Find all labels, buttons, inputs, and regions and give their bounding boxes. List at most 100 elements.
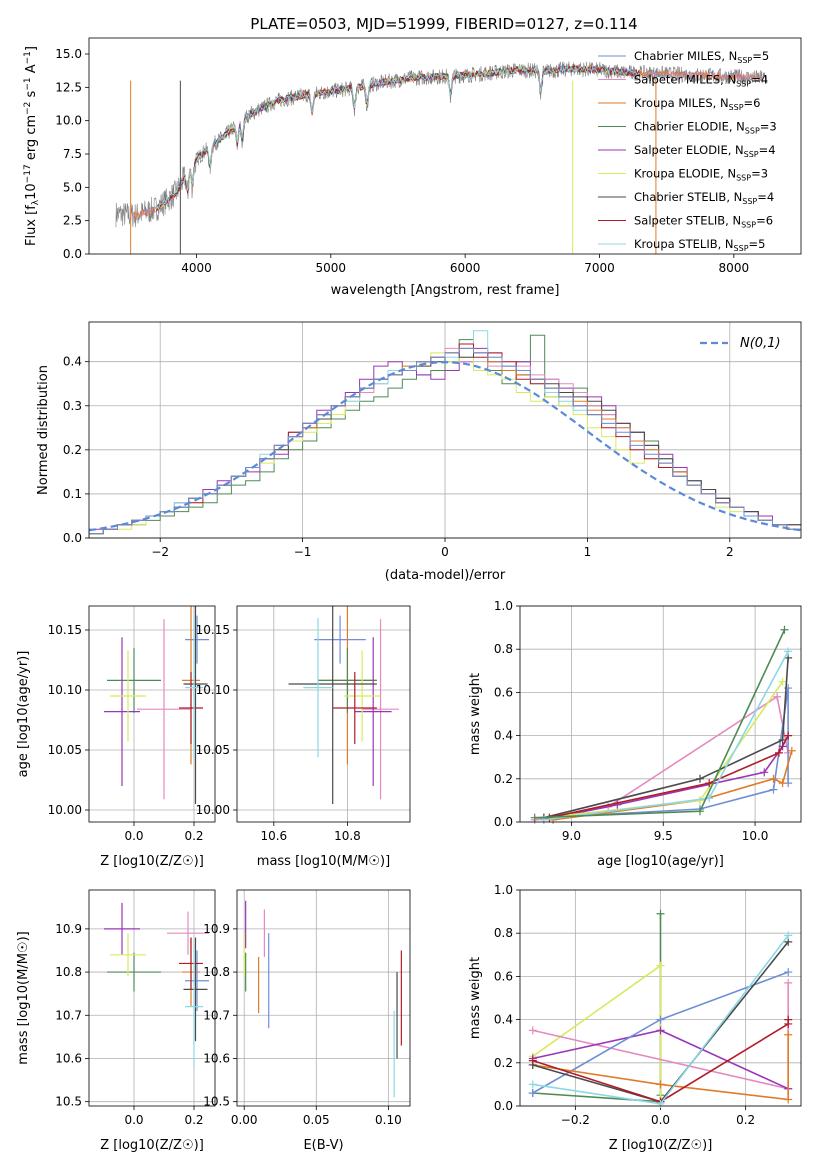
y-tick-label: 0.0 xyxy=(63,247,82,261)
y-axis-label: mass weight xyxy=(468,957,483,1039)
plus-marker xyxy=(656,909,665,918)
axes-frame xyxy=(88,321,802,539)
y-tick-label: 0.1 xyxy=(63,487,82,501)
plus-marker xyxy=(784,978,793,987)
plus-marker xyxy=(784,1015,793,1024)
plus-marker xyxy=(774,748,783,757)
age-vs-metallicity-panel: 0.0 0.2 10.00 10.05 10.10 10.15 Z [log10(Z/Z☉)… xyxy=(16,605,216,869)
plus-marker xyxy=(528,1026,537,1035)
legend-label: Salpeter MILES, NSSP=4 xyxy=(634,73,768,89)
plus-marker xyxy=(695,774,704,783)
plus-marker xyxy=(784,731,793,740)
y-tick-label: 0.4 xyxy=(63,355,82,369)
y-tick-label: 10.00 xyxy=(196,803,230,817)
x-tick-label: 9.5 xyxy=(654,829,673,843)
residuals-panel: −2 −1 0 1 2 0.0 0.1 0.2 0.3 0.4 (data-model)/error… xyxy=(36,321,802,583)
x-axis-label: (data-model)/error xyxy=(385,568,506,583)
y-tick-label: 0.3 xyxy=(63,399,82,413)
x-tick-label: −1 xyxy=(294,545,312,559)
legend-label: Kroupa ELODIE, NSSP=3 xyxy=(634,167,768,183)
y-tick-label: 0.2 xyxy=(63,443,82,457)
y-tick-label: 0.0 xyxy=(63,531,82,545)
x-tick-label: 0.0 xyxy=(651,1113,670,1127)
mass-weight-line xyxy=(534,695,789,821)
y-tick-label: 10.0 xyxy=(55,114,82,128)
y-tick-label: 12.5 xyxy=(55,80,82,94)
plus-marker xyxy=(656,961,665,970)
x-tick-label: 0.2 xyxy=(184,1113,203,1127)
y-tick-label: 0.8 xyxy=(494,926,513,940)
mass-weight-line xyxy=(532,1034,790,1101)
plus-marker xyxy=(780,625,789,634)
plus-marker xyxy=(656,1080,665,1089)
y-tick-label: 0.4 xyxy=(494,1013,513,1027)
plus-marker xyxy=(787,746,796,755)
x-tick-label: 0.2 xyxy=(184,829,203,843)
x-tick-label: 5000 xyxy=(316,261,347,275)
x-tick-label: 6000 xyxy=(450,261,481,275)
y-axis-label: mass weight xyxy=(468,673,483,755)
plus-marker xyxy=(778,779,787,788)
x-tick-label: 10.8 xyxy=(334,829,361,843)
y-tick-label: 10.05 xyxy=(48,743,82,757)
plus-marker xyxy=(528,1080,537,1089)
y-tick-label: 10.8 xyxy=(55,965,82,979)
y-tick-label: 10.10 xyxy=(196,683,230,697)
y-tick-label: 1.0 xyxy=(494,883,513,897)
x-tick-label: −2 xyxy=(151,545,169,559)
y-tick-label: 0.2 xyxy=(494,1056,513,1070)
plus-marker xyxy=(784,1095,793,1104)
y-axis-label: Flux [fλ10−17 erg cm−2 s−1 A−1] xyxy=(23,46,41,246)
mass-weight-line xyxy=(543,657,789,819)
x-tick-label: 0.05 xyxy=(303,1113,330,1127)
x-tick-label: 0.0 xyxy=(124,1113,143,1127)
y-tick-label: 10.5 xyxy=(55,1095,82,1109)
x-tick-label: 10.0 xyxy=(742,829,769,843)
model-spectrum-line xyxy=(155,65,641,212)
spectrum-lines xyxy=(115,61,768,254)
histograms xyxy=(89,330,801,538)
plus-marker xyxy=(769,774,778,783)
plus-marker xyxy=(784,1030,793,1039)
x-axis-label: mass [log10(M/M☉)] xyxy=(257,854,390,869)
y-tick-label: 10.15 xyxy=(196,623,230,637)
plus-marker xyxy=(784,647,793,656)
x-axis-label: E(B-V) xyxy=(303,1138,343,1153)
plus-marker xyxy=(656,1026,665,1035)
plus-marker xyxy=(784,968,793,977)
y-axis-label: Normed distribution xyxy=(36,365,51,495)
x-tick-label: 9.0 xyxy=(562,829,581,843)
plus-marker xyxy=(656,1099,665,1108)
x-axis-label: wavelength [Angstrom, rest frame] xyxy=(331,283,560,298)
x-axis-label: Z [log10(Z/Z☉)] xyxy=(609,1138,713,1153)
x-tick-label: 0.2 xyxy=(736,1113,755,1127)
y-tick-label: 10.7 xyxy=(55,1008,82,1022)
y-tick-label: 0.6 xyxy=(494,969,513,983)
legend-label: Chabrier STELIB, NSSP=4 xyxy=(634,190,774,206)
error-bars xyxy=(243,900,402,1098)
axes-frame xyxy=(236,889,411,1107)
y-tick-label: 5.0 xyxy=(63,180,82,194)
y-tick-label: 10.10 xyxy=(48,683,82,697)
plus-marker xyxy=(528,1056,537,1065)
y-tick-label: 7.5 xyxy=(63,147,82,161)
mass-vs-extinction-panel: 0.00 0.05 0.10 10.5 10.6 10.7 10.8 10.9 E(B-V) xyxy=(203,889,411,1153)
axes-frame xyxy=(88,889,216,1107)
plus-marker xyxy=(784,931,793,940)
mass-weight-line xyxy=(543,745,784,821)
legend-label: Chabrier MILES, NSSP=5 xyxy=(634,49,769,65)
x-tick-label: 8000 xyxy=(719,261,750,275)
mass-weight-vs-age-panel: 9.0 9.5 10.0 0.0 0.2 0.4 0.6 0.8 1.0 age [log10(a… xyxy=(468,599,802,869)
y-tick-label: 10.7 xyxy=(203,1008,230,1022)
legend-label: Kroupa STELIB, NSSP=5 xyxy=(634,237,765,253)
plus-marker xyxy=(613,800,622,809)
y-tick-label: 10.6 xyxy=(203,1051,230,1065)
x-tick-label: 0.00 xyxy=(231,1113,258,1127)
plus-marker xyxy=(769,785,778,794)
axes-frame xyxy=(519,889,802,1107)
y-tick-label: 10.00 xyxy=(48,803,82,817)
plus-marker xyxy=(656,1015,665,1024)
mass-weight-vs-metallicity-panel: −0.2 0.0 0.2 0.0 0.2 0.4 0.6 0.8 1.0 Z [log10(Z/Z… xyxy=(468,883,802,1153)
axes-frame xyxy=(236,605,411,823)
x-axis-label: age [log10(age/yr)] xyxy=(597,854,724,869)
